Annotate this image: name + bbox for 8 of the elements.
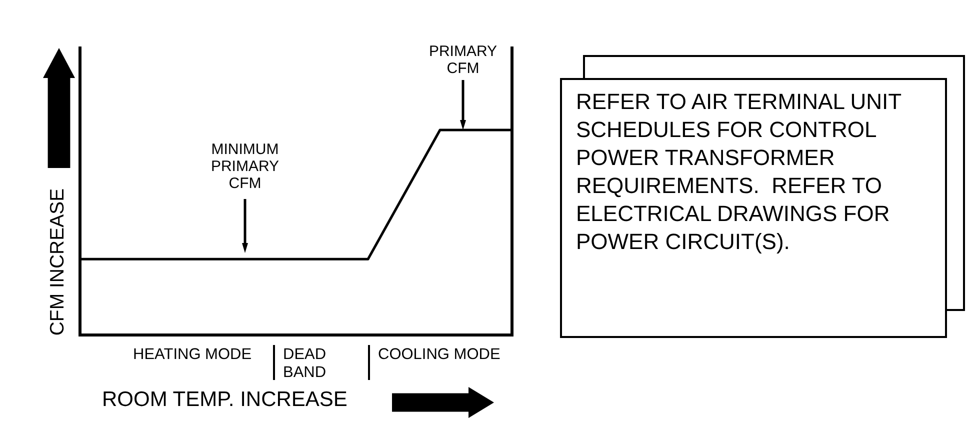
text: HEATING MODE: [133, 346, 253, 364]
x-axis-title: ROOM TEMP. INCREASE: [102, 388, 348, 412]
annotation: MINIMUM PRIMARY CFM: [210, 141, 280, 192]
text: PRIMARY CFM: [428, 43, 498, 77]
y-axis-title: CFM INCREASE: [46, 188, 70, 336]
text: REFER TO AIR TERMINAL UNIT SCHEDULES FOR CONTROL POWER TRANSFORMER REQUIREMENTS. REFER TO ELECTRICAL DRAWINGS FOR POWER CIRCUIT(S).: [576, 88, 902, 256]
text: COOLING MODE: [378, 346, 502, 364]
text: DEAD BAND: [283, 346, 328, 382]
